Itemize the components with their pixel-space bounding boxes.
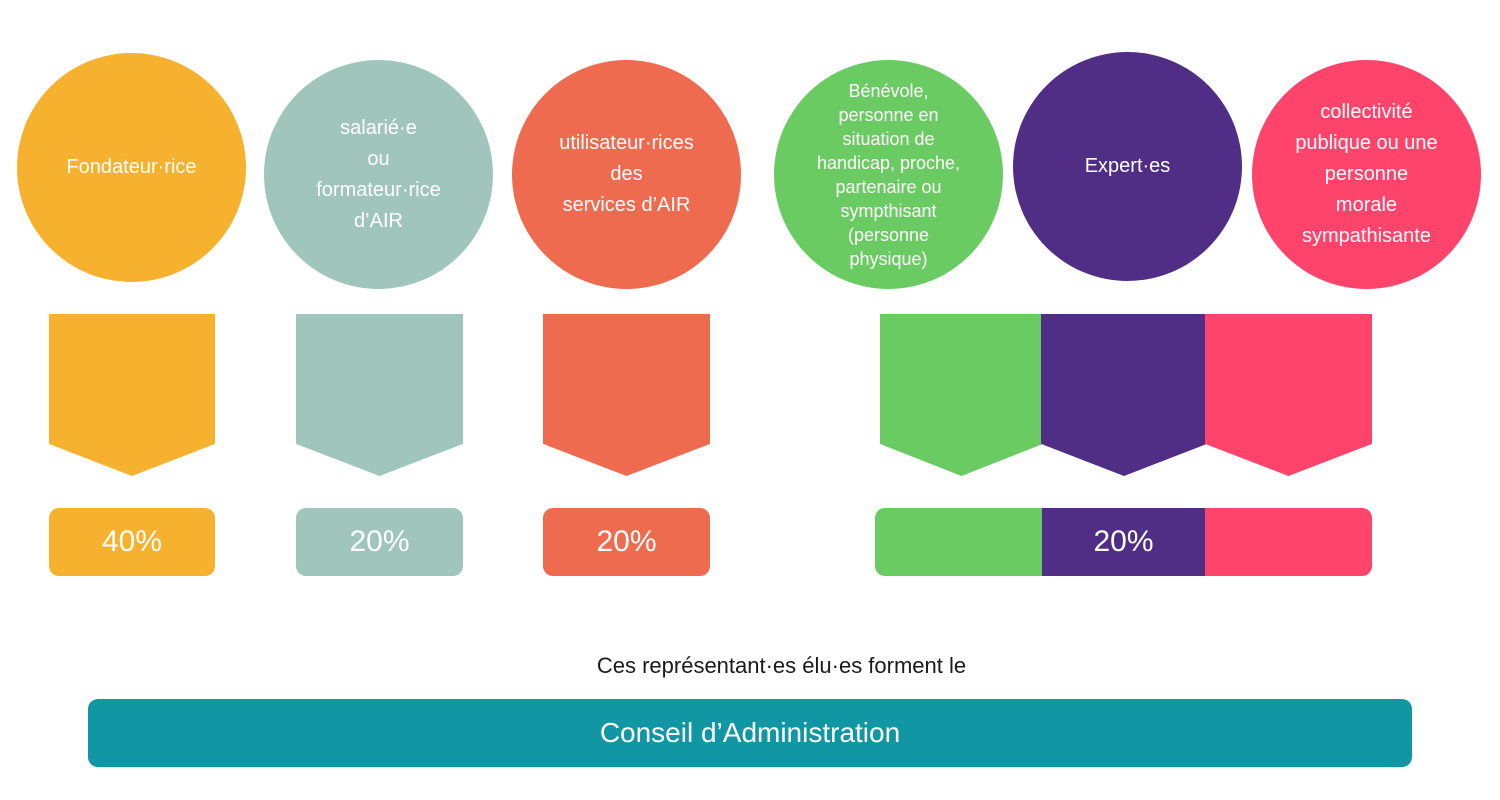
circle-benevole-label: Bénévole, personne en situation de handi… <box>816 80 961 269</box>
circle-collectivite-label: collectivité publique ou une personne mo… <box>1295 101 1438 247</box>
share-salarie-value: 20% <box>349 525 410 558</box>
arrow-expert <box>1041 314 1207 476</box>
share-utilisateur: 20% <box>543 508 710 576</box>
share-utilisateur-value: 20% <box>596 525 657 558</box>
board-label: Conseil d’Administration <box>599 717 901 748</box>
circle-expert: Expert·es <box>1013 52 1242 281</box>
arrow-salarie <box>296 314 463 476</box>
share-salarie: 20% <box>296 508 463 576</box>
arrow-collectivite <box>1205 314 1372 476</box>
share-combined: 20% <box>875 508 1372 576</box>
circle-fondateur: Fondateur·rice <box>17 53 246 282</box>
circle-benevole: Bénévole, personne en situation de handi… <box>774 60 1003 289</box>
board-bar: Conseil d’Administration <box>88 699 1412 767</box>
circle-salarie-label: salarié·e ou formateur·rice d’AIR <box>316 116 441 232</box>
circle-salarie: salarié·e ou formateur·rice d’AIR <box>264 60 493 289</box>
arrow-fondateur <box>49 314 215 476</box>
share-segment-expert <box>1042 508 1205 576</box>
share-segment-benevole <box>875 508 1042 576</box>
share-segment-collectivite <box>1205 508 1372 576</box>
share-fondateur: 40% <box>49 508 215 576</box>
circle-utilisateur-label: utilisateur·rices des services d’AIR <box>559 132 694 216</box>
circle-utilisateur: utilisateur·rices des services d’AIR <box>512 60 741 289</box>
arrow-benevole <box>880 314 1043 476</box>
arrow-utilisateur <box>543 314 710 476</box>
footer-note: Ces représentant·es élu·es forment le <box>596 653 967 678</box>
circle-fondateur-label: Fondateur·rice <box>66 156 197 178</box>
circle-collectivite: collectivité publique ou une personne mo… <box>1252 60 1481 289</box>
share-fondateur-value: 40% <box>101 525 163 558</box>
circle-expert-label: Expert·es <box>1084 155 1171 177</box>
share-combined-value: 20% <box>1093 525 1154 558</box>
